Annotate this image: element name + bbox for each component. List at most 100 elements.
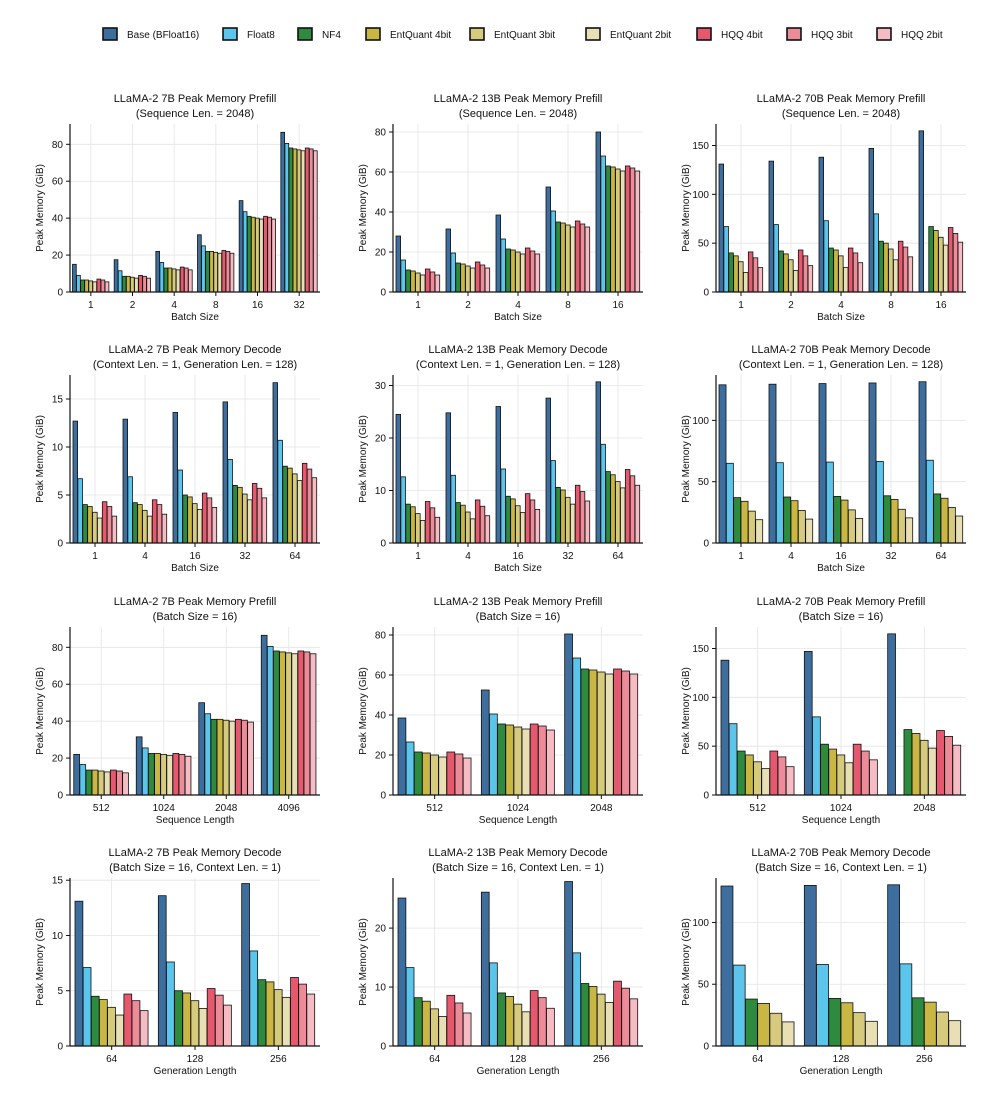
bar bbox=[288, 147, 294, 293]
bar bbox=[883, 242, 889, 293]
chart-subtitle: (Batch Size = 16, Context Len. = 1) bbox=[109, 862, 281, 874]
bar bbox=[232, 484, 238, 544]
bar bbox=[928, 226, 934, 293]
bar bbox=[424, 501, 431, 544]
bar bbox=[911, 733, 921, 796]
bar bbox=[860, 750, 870, 796]
bar bbox=[172, 753, 180, 796]
bar bbox=[292, 148, 298, 293]
bar bbox=[445, 228, 451, 293]
bar bbox=[923, 1001, 937, 1047]
x-tick-label: 64 bbox=[429, 1054, 441, 1065]
y-tick-label: 50 bbox=[698, 477, 710, 488]
bar bbox=[865, 1020, 878, 1047]
legend-swatch bbox=[297, 27, 313, 41]
bar bbox=[184, 755, 192, 796]
bar bbox=[933, 230, 939, 293]
bar bbox=[629, 998, 639, 1047]
bar bbox=[745, 998, 758, 1047]
legend-entry: Float8 bbox=[222, 27, 275, 41]
bar bbox=[72, 263, 77, 293]
bar bbox=[249, 950, 259, 1047]
bar bbox=[624, 165, 631, 293]
bar bbox=[450, 252, 456, 293]
bar bbox=[736, 750, 746, 796]
bar bbox=[579, 223, 586, 293]
bar bbox=[460, 504, 466, 544]
bar bbox=[263, 215, 268, 293]
bar bbox=[146, 277, 151, 293]
bar bbox=[588, 669, 598, 796]
bar bbox=[290, 977, 299, 1047]
bar bbox=[135, 736, 143, 796]
bar bbox=[788, 259, 794, 293]
bar bbox=[752, 257, 759, 293]
bar bbox=[529, 250, 536, 293]
bar bbox=[480, 689, 490, 796]
x-tick-label: 16 bbox=[252, 300, 264, 311]
bar bbox=[134, 277, 139, 293]
bar bbox=[844, 762, 854, 796]
x-tick-label: 4 bbox=[788, 551, 794, 562]
bar bbox=[534, 508, 541, 544]
bar bbox=[546, 1007, 555, 1047]
bar bbox=[279, 651, 286, 796]
x-tick-label: 256 bbox=[916, 1054, 933, 1065]
bar bbox=[250, 216, 256, 293]
bar bbox=[282, 465, 288, 544]
bar bbox=[855, 518, 864, 544]
bar bbox=[90, 995, 100, 1047]
bar bbox=[574, 220, 581, 293]
bar bbox=[828, 247, 834, 293]
bar bbox=[588, 986, 598, 1047]
bar bbox=[177, 469, 183, 544]
legend-swatch bbox=[786, 27, 802, 41]
x-axis-label: Batch Size bbox=[494, 563, 542, 574]
bar bbox=[151, 499, 158, 544]
bar bbox=[605, 1001, 614, 1047]
bar bbox=[284, 142, 290, 293]
bar bbox=[893, 259, 899, 293]
chart-title: LLaMA-2 13B Peak Memory Prefill bbox=[434, 596, 603, 608]
legend-swatch bbox=[222, 27, 238, 41]
bar bbox=[887, 884, 900, 1047]
chart-title: LLaMA-2 70B Peak Memory Prefill bbox=[757, 93, 926, 105]
bar bbox=[497, 992, 506, 1047]
y-tick-label: 10 bbox=[52, 443, 64, 454]
y-tick-label: 0 bbox=[703, 791, 709, 802]
y-axis-label: Peak Memory (GiB) bbox=[681, 164, 692, 252]
bar bbox=[545, 186, 551, 293]
bar bbox=[309, 653, 317, 796]
y-tick-label: 0 bbox=[380, 539, 386, 550]
x-axis-label: Generation Length bbox=[800, 1066, 883, 1077]
bar bbox=[500, 468, 506, 544]
bar bbox=[833, 249, 839, 293]
bar bbox=[413, 751, 423, 796]
bar bbox=[505, 248, 511, 293]
bar bbox=[405, 967, 415, 1047]
bar bbox=[297, 480, 303, 544]
bar bbox=[852, 252, 859, 293]
bar bbox=[446, 751, 456, 796]
bar bbox=[890, 499, 899, 544]
x-tick-label: 2048 bbox=[590, 803, 613, 814]
x-tick-label: 128 bbox=[510, 1054, 527, 1065]
bar bbox=[107, 1006, 116, 1047]
bar bbox=[223, 1004, 232, 1047]
bar bbox=[242, 211, 248, 293]
bar bbox=[297, 650, 305, 796]
legend-entry: HQQ 2bit bbox=[876, 27, 943, 41]
bar bbox=[147, 515, 153, 544]
bar bbox=[629, 167, 636, 293]
bar bbox=[242, 493, 248, 544]
bar bbox=[182, 992, 192, 1047]
y-tick-label: 15 bbox=[52, 395, 64, 406]
x-tick-label: 64 bbox=[935, 551, 947, 562]
chart-title: LLaMA-2 13B Peak Memory Prefill bbox=[434, 93, 603, 105]
bar bbox=[944, 736, 953, 796]
bar bbox=[159, 262, 165, 293]
bar bbox=[833, 495, 842, 544]
bar bbox=[564, 633, 573, 796]
chart-subtitle: (Sequence Len. = 2048) bbox=[782, 108, 900, 120]
bar bbox=[555, 221, 561, 293]
